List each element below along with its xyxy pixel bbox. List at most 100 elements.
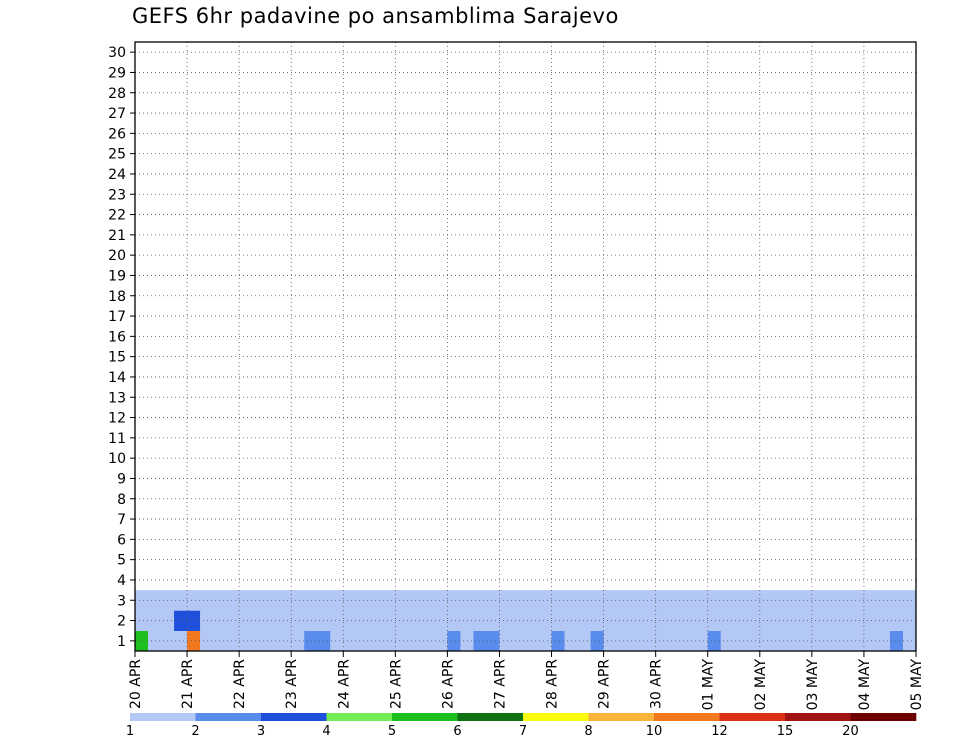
heatmap-cell: [707, 590, 722, 611]
heatmap-cell: [694, 590, 709, 611]
heatmap-cell: [889, 630, 904, 652]
heatmap-cell: [889, 610, 904, 631]
dotted-grid: [134, 42, 917, 651]
heatmap-cell: [226, 630, 240, 652]
heatmap-cell: [902, 590, 917, 611]
heatmap-cells: [135, 590, 917, 652]
heatmap-cell: [239, 590, 253, 611]
heatmap-cell: [798, 590, 813, 611]
colorbar-swatch: [654, 713, 720, 721]
heatmap-cell: [226, 610, 240, 631]
heatmap-cell: [785, 610, 800, 631]
heatmap-cell: [473, 590, 487, 611]
heatmap-cell: [785, 590, 800, 611]
y-tick-label: 15: [108, 350, 126, 366]
heatmap-cell: [746, 630, 761, 652]
heatmap-cell: [733, 630, 748, 652]
heatmap-cell: [863, 610, 878, 631]
heatmap-cell: [590, 630, 604, 652]
heatmap-cell: [707, 630, 722, 652]
colorbar-swatch: [719, 713, 786, 721]
heatmap-cell: [811, 590, 826, 611]
heatmap-cell: [733, 610, 748, 631]
colorbar-swatch: [261, 713, 327, 721]
heatmap-cell: [642, 610, 656, 631]
colorbar-label: 1: [126, 724, 134, 739]
y-tick-label: 20: [108, 248, 126, 264]
heatmap-cell: [343, 610, 357, 631]
heatmap-cell: [603, 610, 617, 631]
heatmap-cell: [694, 610, 709, 631]
x-tick-label: 24 APR: [336, 659, 352, 709]
y-tick-label: 9: [117, 471, 126, 487]
colorbar-label: 8: [584, 724, 592, 739]
heatmap-cell: [681, 590, 696, 611]
x-tick-label: 29 APR: [597, 659, 613, 709]
heatmap-cell: [200, 610, 214, 631]
colorbar-swatch: [785, 713, 851, 721]
heatmap-cell: [291, 590, 305, 611]
y-tick-label: 24: [108, 167, 126, 183]
heatmap-cell: [291, 630, 305, 652]
y-tick-label: 26: [108, 126, 126, 142]
y-tick-label: 5: [117, 553, 126, 569]
x-tick-label: 21 APR: [180, 659, 196, 709]
heatmap-cell: [759, 590, 774, 611]
heatmap-cell: [694, 630, 709, 652]
heatmap-cell: [278, 590, 292, 611]
y-tick-label: 1: [117, 634, 126, 650]
y-tick-label: 18: [108, 289, 126, 305]
heatmap-cell: [681, 630, 696, 652]
x-tick-label: 05 MAY: [909, 659, 925, 711]
heatmap-cell: [252, 590, 266, 611]
heatmap-cell: [850, 590, 865, 611]
x-tick-label: 27 APR: [492, 659, 508, 709]
heatmap-cell: [434, 630, 448, 652]
colorbar-swatch: [850, 713, 917, 721]
heatmap-cell: [525, 630, 539, 652]
heatmap-cell: [642, 590, 656, 611]
heatmap-cell: [343, 630, 357, 652]
heatmap-cell: [837, 630, 852, 652]
x-axis: 20 APR 21 APR 22 APR 23 APR 24 APR 25 APR 26 A…: [128, 651, 925, 710]
heatmap-cell: [811, 610, 826, 631]
plot-frame: [134, 41, 917, 652]
y-tick-label: 8: [117, 492, 126, 508]
heatmap-cell: [486, 610, 500, 631]
heatmap-cell: [889, 590, 904, 611]
colorbar-label: 4: [322, 724, 330, 739]
heatmap-cell: [252, 630, 266, 652]
colorbar-label: 5: [388, 724, 396, 739]
colorbar-swatch: [588, 713, 655, 721]
heatmap-cell: [187, 590, 201, 611]
y-tick-label: 28: [108, 86, 126, 102]
heatmap-cell: [330, 610, 344, 631]
heatmap-cell: [863, 630, 878, 652]
heatmap-cell: [330, 590, 344, 611]
y-tick-label: 16: [108, 329, 126, 345]
heatmap-cell: [837, 610, 852, 631]
y-tick-label: 27: [108, 106, 126, 122]
heatmap-cell: [421, 590, 435, 611]
heatmap-cell: [538, 610, 552, 631]
heatmap-cell: [863, 590, 878, 611]
y-tick-label: 23: [108, 187, 126, 203]
heatmap-cell: [577, 630, 591, 652]
colorbar-label: 7: [519, 724, 527, 739]
heatmap-cell: [356, 610, 370, 631]
heatmap-cell: [395, 610, 409, 631]
heatmap-cell: [746, 590, 761, 611]
heatmap-cell: [304, 590, 318, 611]
heatmap-cell: [655, 630, 669, 652]
heatmap-cell: [486, 630, 500, 652]
heatmap-cell: [187, 610, 201, 631]
heatmap-cell: [135, 610, 149, 631]
heatmap-cell: [655, 590, 669, 611]
heatmap-cell: [837, 590, 852, 611]
heatmap-cell: [434, 610, 448, 631]
x-tick-label: 22 APR: [232, 659, 248, 709]
heatmap-cell: [395, 590, 409, 611]
heatmap-cell: [473, 610, 487, 631]
heatmap-cell: [603, 590, 617, 611]
y-tick-label: 30: [108, 45, 126, 61]
